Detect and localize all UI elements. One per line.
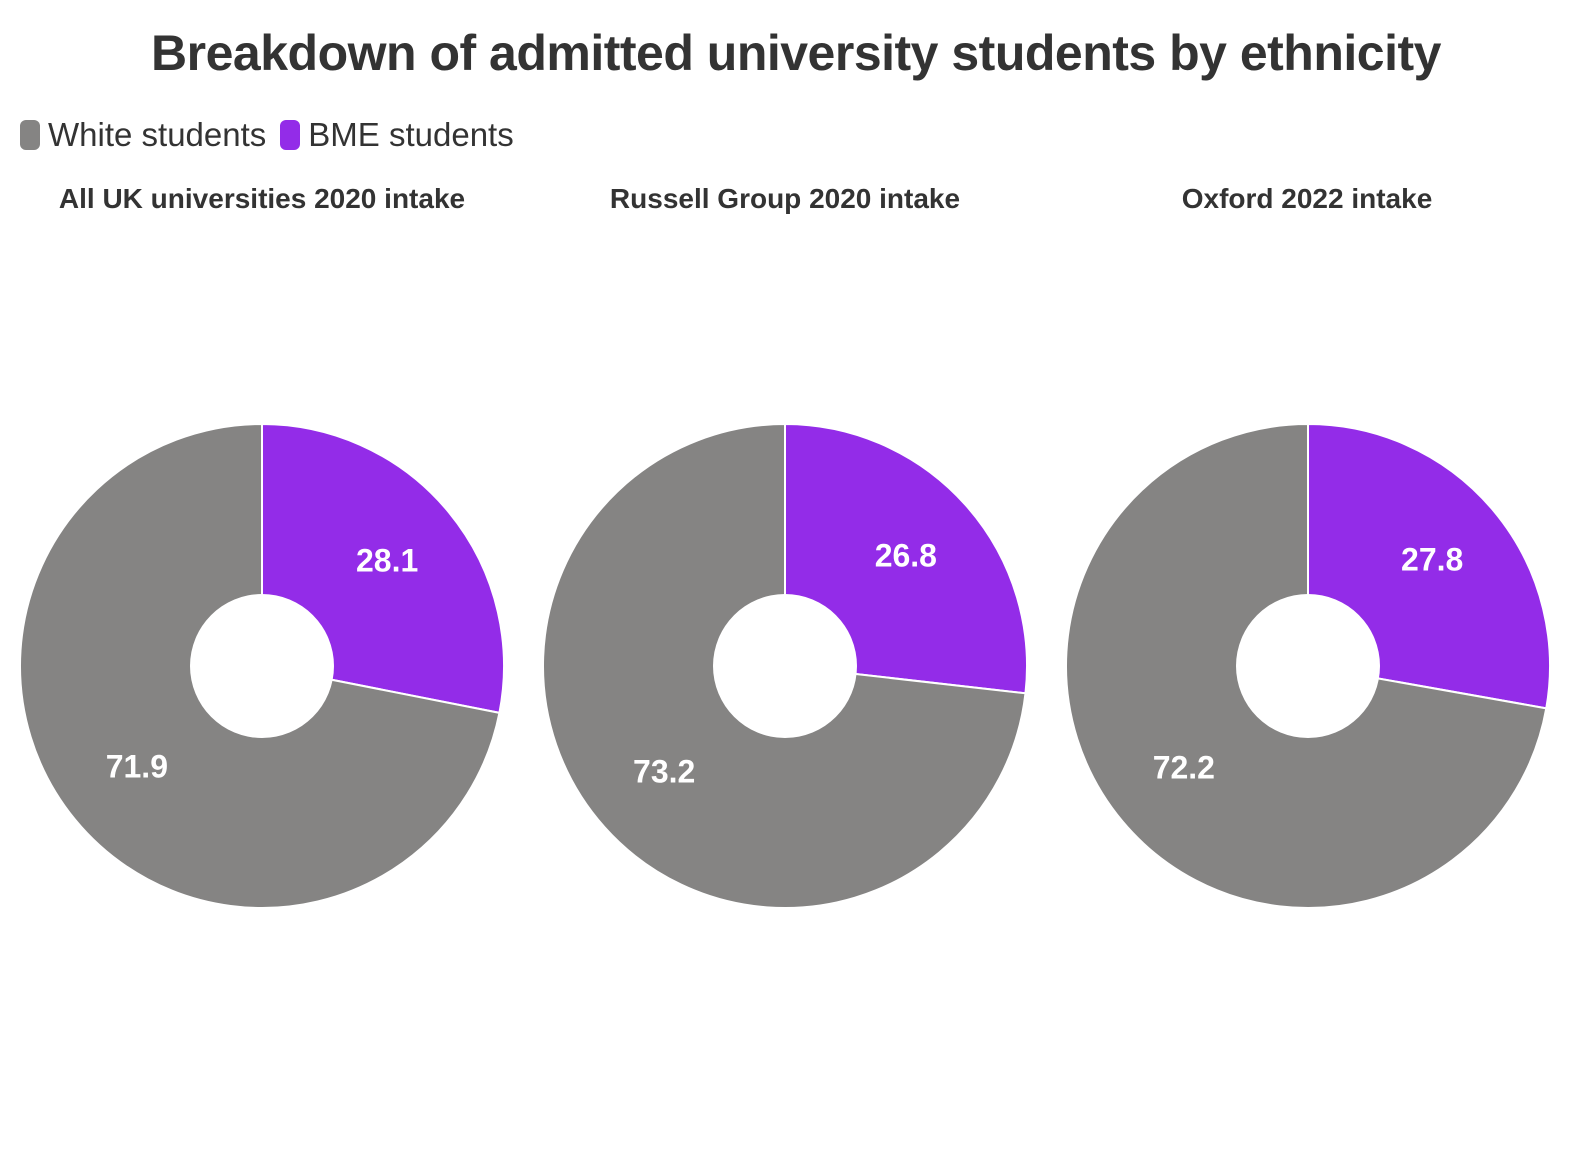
slice-label-bme-students-0: 28.1: [356, 543, 418, 579]
legend-swatch-white: [20, 120, 40, 150]
donut-hole-1: [713, 594, 857, 738]
slice-bme-students-1[interactable]: [784, 422, 1028, 695]
legend: White students BME students: [20, 116, 514, 154]
donut-chart-russell-group: 26.8 73.2: [542, 422, 1028, 909]
panel-title-russell-group: Russell Group 2020 intake: [609, 183, 961, 214]
panel-title-oxford: Oxford 2022 intake: [1181, 183, 1433, 214]
donut-chart-oxford: 27.8 72.2: [1065, 422, 1551, 909]
chart-title: Breakdown of admitted university student…: [151, 25, 1441, 81]
legend-item-bme[interactable]: BME students: [280, 116, 514, 154]
slice-label-bme-students-1: 26.8: [875, 538, 937, 574]
slice-label-bme-students-2: 27.8: [1401, 541, 1463, 577]
donut-chart-all-uk: 28.1 71.9: [19, 422, 505, 909]
legend-label-white: White students: [48, 116, 267, 153]
panel-title-all-uk: All UK universities 2020 intake: [58, 183, 466, 214]
slice-label-white-students-1: 73.2: [633, 753, 695, 789]
legend-item-white[interactable]: White students: [20, 116, 266, 154]
legend-label-bme: BME students: [308, 116, 514, 153]
donut-hole-0: [190, 594, 334, 738]
slice-label-white-students-2: 72.2: [1153, 749, 1215, 785]
legend-swatch-bme: [280, 120, 301, 150]
slice-label-white-students-0: 71.9: [106, 748, 168, 784]
donut-hole-2: [1236, 594, 1380, 738]
